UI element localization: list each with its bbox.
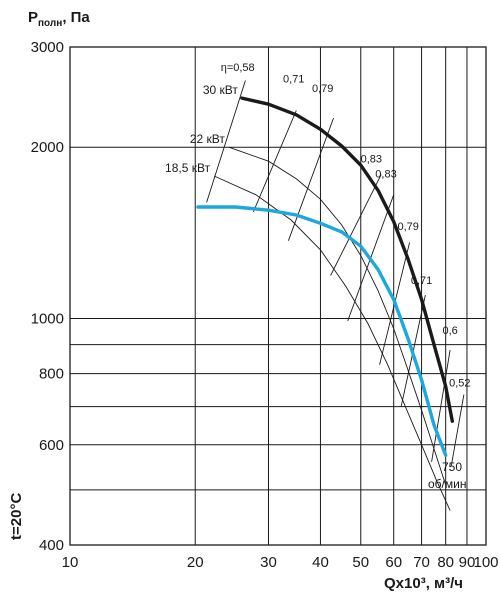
y-tick-label: 600 xyxy=(39,437,64,454)
x-tick-label: 40 xyxy=(312,554,329,571)
x-tick-label: 100 xyxy=(473,554,498,571)
efficiency-line xyxy=(287,117,334,241)
speed-label-value: 750 xyxy=(442,460,462,474)
y-tick-label: 800 xyxy=(39,366,64,383)
y-tick-label: 2000 xyxy=(31,139,64,156)
efficiency-label: 0,71 xyxy=(411,275,432,287)
efficiency-label: η=0,58 xyxy=(221,62,255,74)
y-axis-title-unit: , Па xyxy=(62,9,90,26)
series-line xyxy=(240,96,454,423)
y-axis-title-main: P xyxy=(28,9,38,26)
y-tick-label: 400 xyxy=(39,537,64,554)
power-curve xyxy=(228,146,447,486)
power-label: 18,5 кВт xyxy=(165,161,211,175)
efficiency-label: 0,6 xyxy=(442,325,457,337)
power-curves xyxy=(213,146,451,511)
efficiency-label: 0,79 xyxy=(397,221,418,233)
power-label: 30 кВт xyxy=(203,83,239,97)
efficiency-line xyxy=(431,350,451,462)
efficiency-label: 0,83 xyxy=(375,168,396,180)
y-axis-title: Pполн, Па xyxy=(28,9,90,29)
x-tick-label: 70 xyxy=(413,554,430,571)
x-axis-title: Qx10³, м³/ч xyxy=(384,575,463,592)
plot-frame xyxy=(69,46,487,546)
speed-label-unit: об/мин xyxy=(428,477,466,491)
efficiency-line xyxy=(252,110,297,212)
efficiency-label: 0,52 xyxy=(449,377,470,389)
efficiency-line xyxy=(450,394,465,467)
efficiency-label: 0,71 xyxy=(283,73,304,85)
power-label: 22 кВт xyxy=(190,132,226,146)
series-line xyxy=(196,205,448,457)
y-axis-title-sub: полн xyxy=(38,18,62,29)
x-tick-label: 90 xyxy=(459,554,476,571)
x-tick-label: 50 xyxy=(352,554,369,571)
x-tick-label: 80 xyxy=(437,554,454,571)
y-tick-label: 1000 xyxy=(31,311,64,328)
x-tick-label: 60 xyxy=(385,554,402,571)
y-tick-label: 3000 xyxy=(31,39,64,56)
curve-labels: 30 кВт 22 кВт 18,5 кВт η=0,58 0,71 0,79 0,83 0,… xyxy=(165,62,470,389)
x-tick-label: 20 xyxy=(187,554,204,571)
x-tick-label: 10 xyxy=(62,554,79,571)
pressure-curves xyxy=(196,96,454,457)
efficiency-line xyxy=(330,174,382,276)
efficiency-line xyxy=(206,80,246,203)
temperature-label: t=20°C xyxy=(8,493,25,540)
efficiency-label: 0,79 xyxy=(312,83,333,95)
x-tick-label: 30 xyxy=(260,554,277,571)
efficiency-label: 0,83 xyxy=(361,154,382,166)
